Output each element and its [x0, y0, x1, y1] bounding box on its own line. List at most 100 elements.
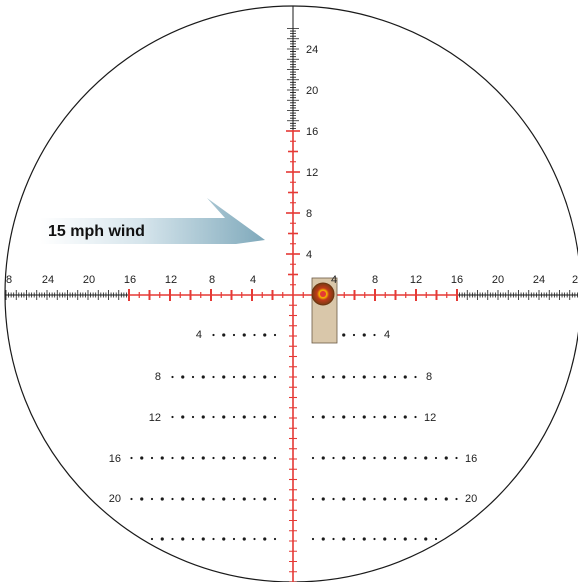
holdover-dot [311, 497, 315, 501]
impact-center-dot [320, 291, 326, 297]
holdover-dot [150, 456, 154, 460]
holdover-dot [232, 375, 236, 379]
holdover-dot [352, 375, 356, 379]
holdover-dot [444, 497, 448, 501]
holdover-dot [403, 375, 407, 379]
holdover-dot [424, 456, 428, 460]
holdover-dot [263, 333, 267, 337]
holdover-dot [352, 456, 356, 460]
holdover-dot [373, 537, 376, 541]
holdover-dot [191, 537, 195, 541]
holdover-dot [140, 497, 144, 501]
holdover-dot [342, 537, 346, 541]
holdover-label-right-8: 8 [426, 371, 432, 383]
holdover-dot [150, 497, 154, 501]
holdover-dot [383, 415, 387, 419]
holdover-dot [342, 497, 346, 501]
holdover-label-right-16: 16 [465, 453, 477, 465]
holdover-dot [171, 375, 174, 379]
h-label-right-6: 24 [533, 274, 545, 286]
holdover-dot [160, 456, 164, 460]
holdover-dot [181, 537, 185, 541]
holdover-dot [212, 456, 215, 460]
holdover-dot [191, 415, 195, 419]
holdover-label-left-4: 4 [196, 329, 202, 341]
holdover-dot [414, 456, 417, 460]
holdover-dot [311, 456, 315, 460]
holdover-dot [362, 375, 366, 379]
holdover-dot [373, 415, 376, 419]
holdover-dot [342, 456, 346, 460]
holdover-dot [414, 415, 417, 419]
holdover-dot [393, 375, 397, 379]
holdover-dot [212, 537, 215, 541]
v-label-2: 20 [306, 85, 318, 97]
holdover-dot [403, 415, 407, 419]
holdover-dot [263, 537, 267, 541]
holdover-dot [403, 456, 407, 460]
holdover-dot [455, 497, 458, 501]
holdover-dot [332, 375, 335, 379]
holdover-dot [140, 456, 144, 460]
holdover-dot [414, 497, 417, 501]
h-label-left-2: 24 [42, 274, 54, 286]
holdover-dot [232, 456, 236, 460]
holdover-dot [242, 537, 246, 541]
holdover-dot [332, 537, 335, 541]
holdover-dot [444, 456, 448, 460]
h-label-left-1: 8 [6, 274, 12, 286]
holdover-dot [362, 456, 366, 460]
holdover-dot [332, 415, 335, 419]
holdover-dot [181, 456, 185, 460]
h-label-right-3: 12 [410, 274, 422, 286]
h-label-left-6: 8 [209, 274, 215, 286]
holdover-dot [273, 415, 277, 419]
v-label-3: 16 [306, 126, 318, 138]
holdover-dot [212, 415, 215, 419]
holdover-dot [321, 537, 325, 541]
holdover-dot [253, 497, 256, 501]
holdover-dot [242, 497, 246, 501]
h-label-left-3: 20 [83, 274, 95, 286]
h-label-right-4: 16 [451, 274, 463, 286]
h-label-left-4: 16 [124, 274, 136, 286]
h-label-left-7: 4 [250, 274, 256, 286]
h-label-right-2: 8 [372, 274, 378, 286]
holdover-dot [212, 333, 215, 337]
holdover-dot [242, 456, 246, 460]
wind-arrow [40, 198, 265, 244]
holdover-dot [352, 415, 356, 419]
holdover-dot [201, 497, 205, 501]
holdover-dot [332, 497, 335, 501]
holdover-dot [321, 415, 325, 419]
holdover-dot [242, 375, 246, 379]
holdover-dot [201, 537, 205, 541]
holdover-dot [342, 415, 346, 419]
holdover-dot [352, 333, 356, 337]
holdover-dot [201, 415, 205, 419]
holdover-dot [181, 497, 185, 501]
holdover-dot [171, 456, 174, 460]
v-label-5: 8 [306, 208, 312, 220]
holdover-dot [362, 415, 366, 419]
holdover-label-left-12: 12 [149, 412, 161, 424]
holdover-dot [373, 333, 376, 337]
h-label-left-5: 12 [165, 274, 177, 286]
holdover-dot [253, 415, 256, 419]
holdover-dot [191, 497, 195, 501]
holdover-dot [181, 375, 185, 379]
holdover-dot [273, 537, 277, 541]
holdover-dot [212, 497, 215, 501]
holdover-dot [362, 497, 366, 501]
holdover-dot [222, 415, 226, 419]
holdover-dot [222, 537, 226, 541]
holdover-dot [383, 497, 387, 501]
holdover-dot [130, 497, 133, 501]
holdover-dot [263, 497, 267, 501]
holdover-dot [403, 497, 407, 501]
holdover-dot [253, 333, 256, 337]
holdover-dot [171, 415, 174, 419]
holdover-dot [273, 497, 277, 501]
holdover-dot [253, 375, 256, 379]
